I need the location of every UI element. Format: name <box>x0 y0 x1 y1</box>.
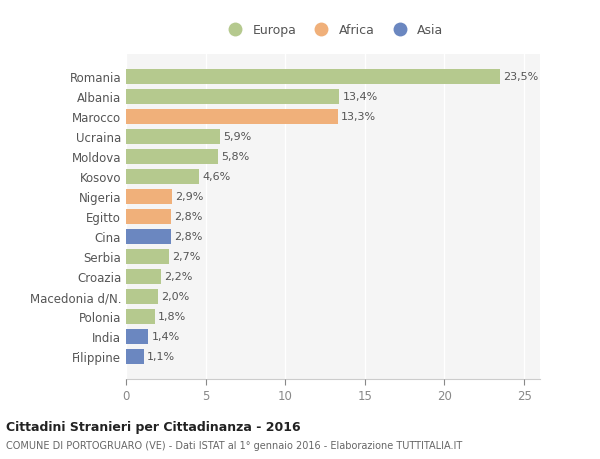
Text: 13,3%: 13,3% <box>341 112 376 122</box>
Bar <box>126 209 170 224</box>
Text: COMUNE DI PORTOGRUARO (VE) - Dati ISTAT al 1° gennaio 2016 - Elaborazione TUTTIT: COMUNE DI PORTOGRUARO (VE) - Dati ISTAT … <box>6 440 462 450</box>
Text: 2,0%: 2,0% <box>161 291 189 302</box>
Text: 13,4%: 13,4% <box>343 92 378 102</box>
Text: 2,7%: 2,7% <box>172 252 200 262</box>
Text: 2,8%: 2,8% <box>174 212 202 222</box>
Bar <box>126 249 169 264</box>
Text: 1,4%: 1,4% <box>151 331 180 341</box>
Bar <box>126 129 220 145</box>
Bar <box>126 289 158 304</box>
Legend: Europa, Africa, Asia: Europa, Africa, Asia <box>218 19 449 42</box>
Bar <box>126 230 170 244</box>
Bar <box>126 269 161 284</box>
Text: 1,8%: 1,8% <box>158 312 186 322</box>
Bar <box>126 329 148 344</box>
Bar <box>126 110 338 125</box>
Text: 5,9%: 5,9% <box>223 132 251 142</box>
Bar <box>126 70 500 85</box>
Text: 5,8%: 5,8% <box>221 152 250 162</box>
Bar <box>126 150 218 164</box>
Bar <box>126 309 155 324</box>
Text: 23,5%: 23,5% <box>503 72 539 82</box>
Bar <box>126 169 199 185</box>
Text: 1,1%: 1,1% <box>146 352 175 362</box>
Text: 4,6%: 4,6% <box>202 172 230 182</box>
Text: 2,9%: 2,9% <box>175 192 204 202</box>
Text: 2,8%: 2,8% <box>174 232 202 242</box>
Bar <box>126 190 172 204</box>
Text: 2,2%: 2,2% <box>164 272 193 282</box>
Bar <box>126 349 143 364</box>
Bar <box>126 90 340 105</box>
Text: Cittadini Stranieri per Cittadinanza - 2016: Cittadini Stranieri per Cittadinanza - 2… <box>6 420 301 433</box>
